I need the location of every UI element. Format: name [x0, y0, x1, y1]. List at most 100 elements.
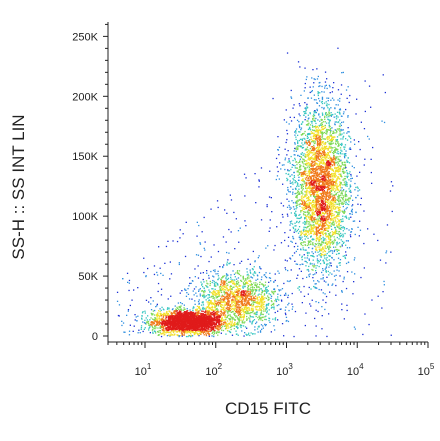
data-point — [231, 296, 234, 298]
data-point — [267, 290, 269, 292]
data-point — [217, 295, 220, 297]
data-point — [320, 289, 323, 291]
data-point — [180, 315, 182, 317]
data-point — [189, 318, 191, 320]
data-point — [253, 313, 255, 315]
data-point — [244, 294, 246, 297]
data-point — [321, 102, 324, 105]
data-point — [270, 331, 272, 333]
data-point — [234, 322, 236, 324]
data-point — [199, 312, 201, 314]
data-point — [277, 296, 279, 298]
data-point — [338, 109, 341, 111]
data-point — [257, 326, 259, 328]
data-point — [172, 322, 174, 324]
data-point — [336, 187, 338, 189]
data-point — [216, 295, 218, 298]
data-point — [185, 319, 187, 321]
data-point — [199, 323, 202, 325]
data-point — [210, 303, 212, 305]
data-point — [239, 308, 241, 311]
data-point — [220, 305, 222, 307]
data-point — [207, 318, 210, 320]
data-point — [215, 297, 217, 299]
data-point — [296, 163, 298, 166]
data-point — [261, 289, 264, 292]
data-point — [199, 325, 201, 327]
data-point — [213, 280, 215, 283]
data-point — [332, 203, 335, 205]
data-point — [324, 115, 326, 117]
data-point — [232, 304, 234, 306]
data-point — [254, 333, 256, 335]
data-point — [156, 313, 158, 315]
data-point — [286, 260, 288, 262]
data-point — [196, 322, 199, 324]
data-point — [219, 315, 221, 317]
data-point — [262, 325, 264, 327]
data-point — [208, 274, 210, 277]
data-point — [317, 238, 319, 240]
data-point — [166, 308, 169, 310]
data-point — [220, 314, 222, 316]
data-point — [255, 313, 257, 316]
data-point — [240, 319, 242, 321]
data-point — [215, 312, 218, 314]
data-point — [180, 310, 182, 312]
data-point — [190, 334, 192, 336]
data-point — [216, 314, 219, 316]
data-point — [219, 323, 221, 326]
data-point — [182, 322, 184, 324]
data-point — [242, 282, 245, 284]
data-point — [204, 321, 206, 323]
data-point — [255, 285, 258, 287]
data-point — [323, 230, 325, 232]
data-point — [272, 293, 275, 295]
data-point — [330, 130, 332, 132]
data-point — [315, 226, 317, 228]
data-point — [224, 301, 226, 303]
data-point — [179, 316, 181, 318]
data-point — [212, 288, 214, 290]
data-point — [312, 187, 314, 189]
data-point — [241, 280, 243, 282]
data-point — [177, 302, 179, 304]
data-point — [161, 321, 164, 323]
data-point — [160, 322, 163, 324]
data-point — [313, 99, 316, 101]
data-point — [179, 327, 181, 329]
data-point — [322, 274, 324, 276]
data-point — [197, 315, 199, 317]
data-point — [350, 236, 352, 238]
data-point — [155, 325, 157, 327]
data-point — [301, 263, 303, 265]
data-point — [224, 300, 226, 303]
data-point — [318, 265, 320, 268]
data-point — [233, 323, 235, 325]
data-point — [188, 327, 191, 329]
data-point — [207, 311, 210, 313]
data-point — [230, 317, 232, 319]
data-point — [201, 323, 203, 325]
data-point — [294, 143, 296, 145]
data-point — [261, 299, 263, 301]
data-point — [251, 305, 253, 307]
data-point — [327, 152, 329, 154]
data-point — [209, 323, 211, 325]
data-point — [314, 197, 316, 199]
data-point — [191, 330, 193, 333]
data-point — [181, 330, 183, 332]
data-point — [204, 329, 206, 332]
data-point — [165, 315, 167, 317]
data-point — [308, 159, 310, 161]
data-point — [179, 311, 181, 314]
data-point — [245, 311, 247, 313]
data-point — [253, 297, 255, 299]
data-point — [253, 312, 255, 314]
data-point — [214, 318, 216, 321]
data-point — [212, 279, 214, 282]
data-point — [274, 318, 276, 320]
data-point — [350, 216, 352, 218]
data-point — [207, 309, 209, 312]
data-point — [207, 312, 210, 315]
